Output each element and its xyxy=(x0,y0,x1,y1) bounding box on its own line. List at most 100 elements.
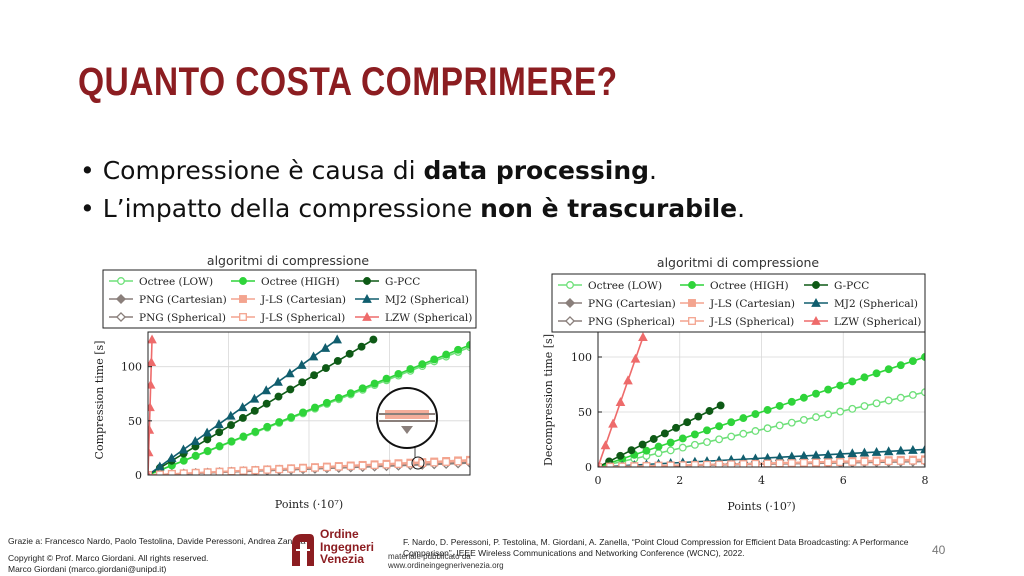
series-marker xyxy=(908,456,917,465)
series-marker xyxy=(787,397,796,406)
bullet-text: L’impatto della compressione xyxy=(102,194,481,223)
legend-marker xyxy=(566,281,574,289)
compression-time-chart-svg: algoritmi di compressione 0 50 100 Points (·… xyxy=(93,253,477,511)
footer-author: Marco Giordani (marco.giordani@unipd.it) xyxy=(8,564,167,574)
series-marker xyxy=(775,421,784,430)
bullet-list: • Compressione è causa di data processin… xyxy=(80,152,745,228)
series-marker xyxy=(872,399,881,408)
series-marker xyxy=(715,460,724,467)
series-marker xyxy=(334,394,343,402)
series-marker xyxy=(836,381,845,390)
legend-marker xyxy=(688,317,696,325)
legend: Octree (LOW) Octree (HIGH) G-PCC PNG (Carte… xyxy=(551,273,926,333)
series-marker xyxy=(812,389,820,398)
series-marker xyxy=(369,335,378,344)
series-marker xyxy=(346,462,355,471)
series-marker xyxy=(775,459,784,467)
series-marker xyxy=(311,463,319,472)
series-marker xyxy=(895,445,906,455)
series-marker xyxy=(860,457,869,466)
series-marker xyxy=(884,396,893,405)
series-group xyxy=(598,332,925,467)
series-marker xyxy=(308,351,319,361)
series-marker xyxy=(642,462,651,467)
series-marker xyxy=(872,457,881,466)
series-marker xyxy=(191,468,200,475)
series-marker xyxy=(608,418,618,428)
legend-label: Octree (LOW) xyxy=(139,276,213,288)
series-marker xyxy=(190,436,201,445)
y-tick-label: 100 xyxy=(121,361,142,374)
series-marker xyxy=(727,418,736,427)
series-marker xyxy=(666,438,675,447)
series-marker xyxy=(860,402,869,411)
series-marker xyxy=(167,470,176,475)
series-line xyxy=(148,460,470,475)
series-marker xyxy=(690,440,699,449)
series-marker xyxy=(370,461,379,470)
series-marker xyxy=(227,421,235,430)
legend-marker xyxy=(362,311,372,321)
series-marker xyxy=(683,418,692,427)
series-marker xyxy=(739,414,748,423)
chart-title: algoritmi di compressione xyxy=(207,253,369,268)
series-marker xyxy=(296,359,307,369)
legend-label: LZW (Spherical) xyxy=(385,312,472,324)
slide-title: QUANTO COSTA COMPRIMERE? xyxy=(78,60,618,104)
series-marker xyxy=(666,446,675,455)
bullet-text: Compressione è causa di xyxy=(102,156,424,185)
series-marker xyxy=(238,414,247,422)
series-marker xyxy=(615,397,626,406)
series-marker xyxy=(627,446,636,455)
series-marker xyxy=(872,369,881,378)
series-marker xyxy=(215,428,224,437)
series-marker xyxy=(394,460,403,468)
legend-marker xyxy=(362,293,372,303)
series-marker xyxy=(921,456,925,465)
series-marker xyxy=(263,465,272,474)
logo-line-3: Venezia xyxy=(320,552,365,566)
y-axis-label: Compression time [s] xyxy=(93,341,106,460)
decompression-time-chart: algoritmi di compressione 0 50 100 0 2 4 6 8 Poin… xyxy=(540,252,940,522)
inset-marker xyxy=(401,426,413,434)
legend-marker xyxy=(564,315,576,327)
legend-label: PNG (Cartesian) xyxy=(139,294,227,306)
series-marker xyxy=(883,446,894,456)
series-marker xyxy=(763,406,772,414)
series-marker xyxy=(630,353,641,363)
series-marker xyxy=(703,460,711,467)
logo-line-1: Ordine xyxy=(320,527,359,541)
logo-text: Ordine Ingegneri Venezia xyxy=(320,528,374,566)
legend-marker xyxy=(239,277,247,285)
series-marker xyxy=(227,467,236,475)
series-marker xyxy=(333,357,342,365)
series-marker xyxy=(442,350,451,359)
legend-marker xyxy=(117,277,125,285)
series-marker xyxy=(715,422,724,431)
series-marker xyxy=(836,458,845,467)
series-marker xyxy=(382,374,391,383)
legend-marker xyxy=(688,281,696,289)
inset-source-circle xyxy=(411,456,425,470)
series-marker xyxy=(321,364,330,373)
series-marker xyxy=(237,402,248,412)
series-marker xyxy=(466,456,470,465)
bullet-bold-text: non è trascurabile xyxy=(480,194,738,223)
legend-marker xyxy=(564,297,576,309)
series-marker xyxy=(920,444,925,454)
x-tick-label: 0 xyxy=(595,474,602,487)
series-marker xyxy=(654,442,663,451)
series-marker xyxy=(332,334,342,344)
series-marker xyxy=(249,393,260,403)
series-marker xyxy=(179,456,188,465)
x-tick-label: 6 xyxy=(840,474,847,487)
series-marker xyxy=(727,432,736,441)
series-marker xyxy=(214,419,224,429)
series-marker xyxy=(275,418,284,426)
footer-copyright: Copyright © Prof. Marco Giordani. All ri… xyxy=(8,553,209,563)
series-marker xyxy=(884,457,893,466)
series-marker xyxy=(406,365,415,374)
series-marker xyxy=(166,453,177,462)
y-tick-label: 50 xyxy=(128,415,142,428)
series-marker xyxy=(251,427,260,436)
